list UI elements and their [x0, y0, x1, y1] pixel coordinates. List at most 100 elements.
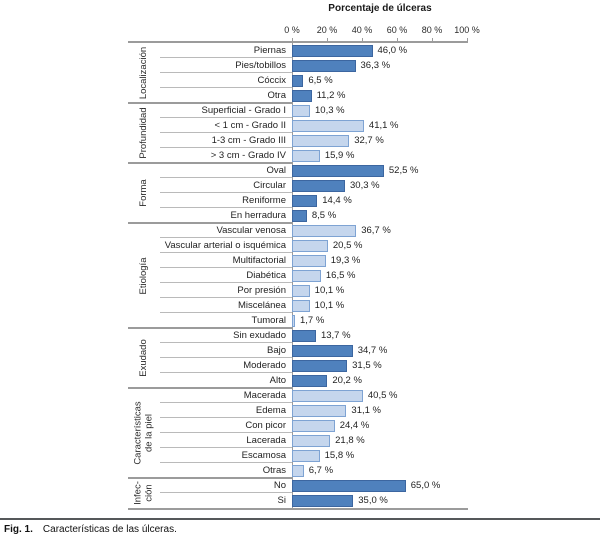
bar-area: 30,3 %: [292, 178, 468, 193]
chart-row: Vascular venosa 36,7 %: [160, 223, 468, 238]
value-label: 46,0 %: [377, 45, 408, 56]
bar-area: 65,0 %: [292, 478, 468, 493]
chart-row: > 3 cm - Grado IV 15,9 %: [160, 148, 468, 163]
bar: [292, 434, 331, 447]
chart-row: Macerada 40,5 %: [160, 388, 468, 403]
chart-row: Tumoral 1,7 %: [160, 313, 468, 328]
chart-row: Moderado 31,5 %: [160, 358, 468, 373]
bar-area: 31,1 %: [292, 403, 468, 418]
category-label: Reniforme: [160, 193, 292, 208]
group-label: Características de la piel: [132, 401, 155, 465]
group-label-cell: Infec- ción: [128, 478, 160, 508]
chart-row: Circular 30,3 %: [160, 178, 468, 193]
axis-tick-label: 60 %: [386, 25, 408, 35]
bar-chart: Localización Piernas 46,0 % Pies/tobillos 36…: [128, 41, 468, 510]
bar: [292, 419, 335, 432]
chart-row: Cóccix 6,5 %: [160, 73, 468, 88]
category-label: Bajo: [160, 343, 292, 358]
chart-row: Vascular arterial o isquémica 20,5 %: [160, 238, 468, 253]
bar-area: 21,8 %: [292, 433, 468, 448]
value-label: 8,5 %: [311, 210, 337, 221]
category-label: Otras: [262, 465, 286, 476]
bar: [292, 89, 312, 102]
value-label: 15,8 %: [324, 450, 355, 461]
group-rows: Piernas 46,0 % Pies/tobillos 36,3 % Cóccix 6,…: [160, 43, 468, 103]
value-label: 10,1 %: [314, 300, 345, 311]
axis-tick-label: 100 %: [454, 25, 480, 35]
axis-tick: [362, 38, 363, 43]
bar: [292, 209, 307, 222]
value-label: 14,4 %: [322, 195, 352, 206]
bar-area: 10,1 %: [292, 283, 468, 298]
bar-area: 36,7 %: [292, 223, 468, 238]
chart-row: Diabética 16,5 %: [160, 268, 468, 283]
group-rows: No 65,0 % Si 35,0 %: [160, 478, 468, 508]
axis-tick: [397, 38, 398, 43]
chart-row: Por presión 10,1 %: [160, 283, 468, 298]
bar: [292, 194, 318, 207]
bar: [292, 239, 328, 252]
category-label: Vascular arterial o isquémica: [160, 238, 292, 253]
bar-area: 40,5 %: [292, 388, 468, 403]
chart-group: Localización Piernas 46,0 % Pies/tobillos 36…: [128, 43, 468, 103]
category-label: Piernas: [160, 43, 292, 58]
chart-row: Miscelánea 10,1 %: [160, 298, 468, 313]
bar: [292, 44, 373, 57]
group-label-cell: Exudado: [128, 328, 160, 388]
value-label: 15,9 %: [324, 150, 355, 161]
chart-row: Otra 11,2 %: [160, 88, 468, 103]
group-rows: Oval 52,5 % Circular 30,3 % Reniforme 14,4 % E…: [160, 163, 468, 223]
group-rows: Superficial - Grado I 10,3 % < 1 cm - Grad…: [160, 103, 468, 163]
value-label: 31,5 %: [352, 360, 382, 371]
bar: [292, 299, 310, 312]
bar: [292, 59, 356, 72]
chart-row: Pies/tobillos 36,3 %: [160, 58, 468, 73]
chart-row: Oval 52,5 %: [160, 163, 468, 178]
bar-area: 10,1 %: [292, 298, 468, 313]
bar: [292, 269, 321, 282]
bar-area: 20,5 %: [292, 238, 468, 253]
chart-row: Bajo 34,7 %: [160, 343, 468, 358]
bar-area: 1,7 %: [292, 313, 468, 328]
group-rows: Vascular venosa 36,7 % Vascular arterial o…: [160, 223, 468, 328]
category-label: Edema: [160, 403, 292, 418]
chart-row: No 65,0 %: [160, 478, 468, 493]
category-label: Si: [277, 495, 286, 506]
category-label: Alto: [269, 375, 286, 386]
value-label: 52,5 %: [388, 165, 419, 176]
figure-caption-text: Características de las úlceras.: [42, 524, 177, 535]
group-label: Infec- ción: [132, 481, 155, 505]
bar-area: 19,3 %: [292, 253, 468, 268]
axis-tick-label: 80 %: [421, 25, 443, 35]
chart-group: Forma Oval 52,5 % Circular 30,3 % Reniforme 14…: [128, 162, 468, 223]
chart-row: Escamosa 15,8 %: [160, 448, 468, 463]
value-label: 32,7 %: [354, 135, 384, 146]
group-label: Localización: [137, 46, 149, 100]
bar-area: 31,5 %: [292, 358, 468, 373]
bar-area: 24,4 %: [292, 418, 468, 433]
category-label: > 3 cm - Grado IV: [210, 150, 286, 161]
value-label: 24,4 %: [339, 420, 370, 431]
category-label: Con picor: [160, 418, 292, 433]
bar-area: 6,7 %: [292, 463, 468, 478]
bar: [292, 389, 363, 402]
axis-tick: [467, 38, 468, 43]
bar-area: 34,7 %: [292, 343, 468, 358]
chart-row: Si 35,0 %: [160, 493, 468, 508]
chart-group: Características de la piel Macerada 40,5 %…: [128, 387, 468, 478]
chart-row: Otras 6,7 %: [160, 463, 468, 478]
bar: [292, 494, 354, 507]
bar: [292, 314, 295, 327]
value-label: 31,1 %: [351, 405, 381, 416]
bar: [292, 464, 304, 477]
category-label: Multifactorial: [160, 253, 292, 268]
value-label: 11,2 %: [316, 90, 346, 101]
category-label: Tumoral: [251, 315, 287, 326]
category-label: Moderado: [160, 358, 292, 373]
chart-group: Etiología Vascular venosa 36,7 % Vascular a…: [128, 222, 468, 328]
bar: [292, 359, 348, 372]
value-label: 20,5 %: [332, 240, 363, 251]
bar-area: 36,3 %: [292, 58, 468, 73]
value-label: 10,1 %: [314, 285, 345, 296]
category-label: Oval: [160, 163, 292, 178]
